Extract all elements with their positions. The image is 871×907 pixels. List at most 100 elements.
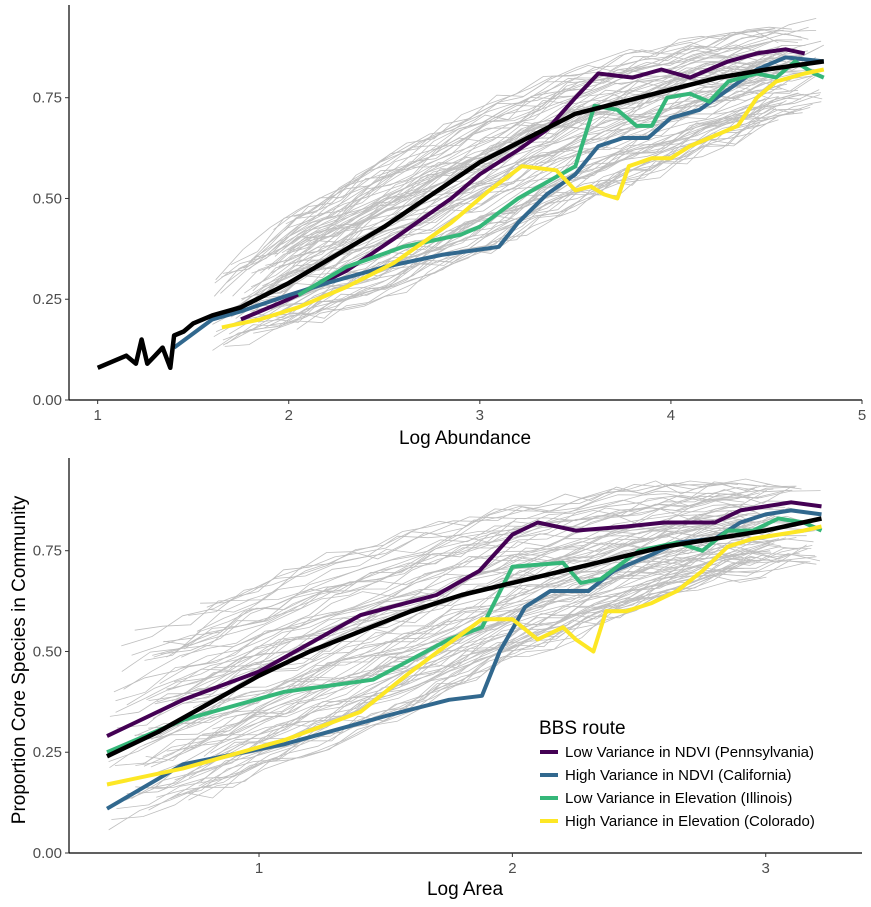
y-tick-label: 0.50	[33, 643, 62, 660]
panel-bottom-area: 0.00 0.25 0.50 0.75 1 2 3 Log Area	[33, 458, 862, 900]
background-route-line	[144, 492, 760, 661]
background-route-line	[291, 47, 797, 245]
legend-title: BBS route	[539, 718, 626, 739]
y-tick-label: 0.00	[33, 392, 62, 409]
background-route-line	[292, 108, 761, 313]
background-route-line	[236, 92, 799, 326]
background-route-line	[229, 83, 788, 310]
background-route-line	[109, 541, 762, 769]
background-route-line	[163, 487, 756, 646]
route-series-top	[96, 47, 825, 371]
panel-top-abundance: 0.00 0.25 0.50 0.75 1 2 3 4 5 Log Abundance	[33, 5, 866, 449]
background-route-line	[250, 76, 816, 312]
background-route-line	[162, 545, 761, 757]
background-route-line	[134, 483, 749, 631]
background-route-line	[156, 561, 748, 798]
y-tick-label: 0.75	[33, 90, 62, 107]
background-route-line	[290, 83, 782, 274]
background-route-line	[162, 486, 796, 643]
legend-item-label: High Variance in NDVI (California)	[565, 767, 791, 784]
background-route-line	[153, 490, 767, 658]
background-route-line	[134, 525, 769, 737]
background-route-line	[180, 504, 758, 669]
background-route-line	[241, 70, 813, 300]
background-route-line	[123, 508, 745, 690]
background-route-line	[200, 480, 758, 604]
background-route-line	[159, 505, 786, 685]
background-route-line	[143, 542, 771, 767]
background-route-line	[285, 27, 776, 225]
background-route-line	[210, 550, 771, 754]
y-tick-label: 0.25	[33, 291, 62, 308]
x-ticks-bottom: 1 2 3	[255, 853, 770, 877]
background-route-line	[201, 530, 816, 713]
background-route-line	[116, 553, 821, 809]
background-route-line	[196, 486, 793, 632]
series-line-3	[221, 67, 825, 330]
background-route-line	[143, 546, 737, 746]
background-route-line	[152, 488, 774, 656]
x-tick-label: 3	[762, 860, 770, 877]
legend-item-label: High Variance in Elevation (Colorado)	[565, 813, 815, 830]
background-route-lines-top	[212, 18, 824, 351]
background-route-line	[125, 558, 751, 801]
background-route-line	[166, 507, 818, 690]
background-route-line	[278, 71, 784, 267]
y-tick-label: 0.50	[33, 190, 62, 207]
background-route-line	[198, 550, 772, 764]
y-axis-label: Proportion Core Species in Community	[9, 495, 30, 824]
background-route-line	[131, 489, 784, 656]
background-route-line	[270, 102, 783, 310]
y-tick-label: 0.25	[33, 744, 62, 761]
background-route-line	[156, 509, 781, 703]
background-route-line	[301, 89, 770, 278]
series-line-1	[172, 55, 825, 350]
mean-fit-line	[96, 59, 825, 371]
background-route-line	[174, 548, 808, 781]
background-route-line	[142, 542, 775, 765]
background-route-line	[248, 30, 779, 264]
x-tick-label: 4	[667, 407, 675, 424]
series-line-1	[105, 508, 822, 811]
y-ticks-top: 0.00 0.25 0.50 0.75	[33, 90, 69, 409]
series-line-0	[240, 47, 806, 322]
background-route-line	[121, 493, 749, 672]
background-route-line	[145, 542, 745, 761]
route-series-bottom	[105, 500, 823, 811]
series-line-2	[297, 59, 825, 297]
series-line-3	[106, 524, 822, 787]
background-route-line	[230, 28, 817, 266]
x-tick-label: 2	[508, 860, 516, 877]
background-route-line	[207, 557, 755, 761]
y-tick-label: 0.00	[33, 845, 62, 862]
x-axis-label-bottom: Log Area	[427, 879, 503, 900]
y-tick-label: 0.75	[33, 543, 62, 560]
legend-item-label: Low Variance in NDVI (Pennsylvania)	[565, 744, 814, 761]
background-route-line	[273, 29, 784, 231]
x-tick-label: 1	[93, 407, 101, 424]
background-route-line	[251, 54, 772, 274]
x-ticks-top: 1 2 3 4 5	[93, 400, 866, 424]
x-tick-label: 1	[255, 860, 263, 877]
y-ticks-bottom: 0.00 0.25 0.50 0.75	[33, 543, 69, 862]
background-route-line	[300, 123, 766, 320]
x-tick-label: 3	[476, 407, 484, 424]
background-route-line	[230, 75, 768, 318]
legend-item-label: Low Variance in Elevation (Illinois)	[565, 790, 792, 807]
background-route-line	[188, 478, 802, 616]
x-tick-label: 5	[858, 407, 866, 424]
background-route-line	[230, 88, 782, 314]
background-route-lines-bottom	[108, 478, 821, 831]
legend: BBS route Low Variance in NDVI (Pennsylv…	[539, 718, 815, 830]
mean-fit-line	[106, 516, 822, 759]
background-route-line	[253, 117, 775, 334]
series-line-2	[106, 516, 823, 755]
background-route-line	[296, 112, 803, 330]
background-route-line	[214, 51, 756, 297]
background-route-line	[157, 553, 747, 773]
background-route-line	[300, 33, 809, 218]
x-axis-label-top: Log Abundance	[399, 428, 531, 449]
background-route-line	[126, 517, 738, 706]
x-tick-label: 2	[285, 407, 293, 424]
